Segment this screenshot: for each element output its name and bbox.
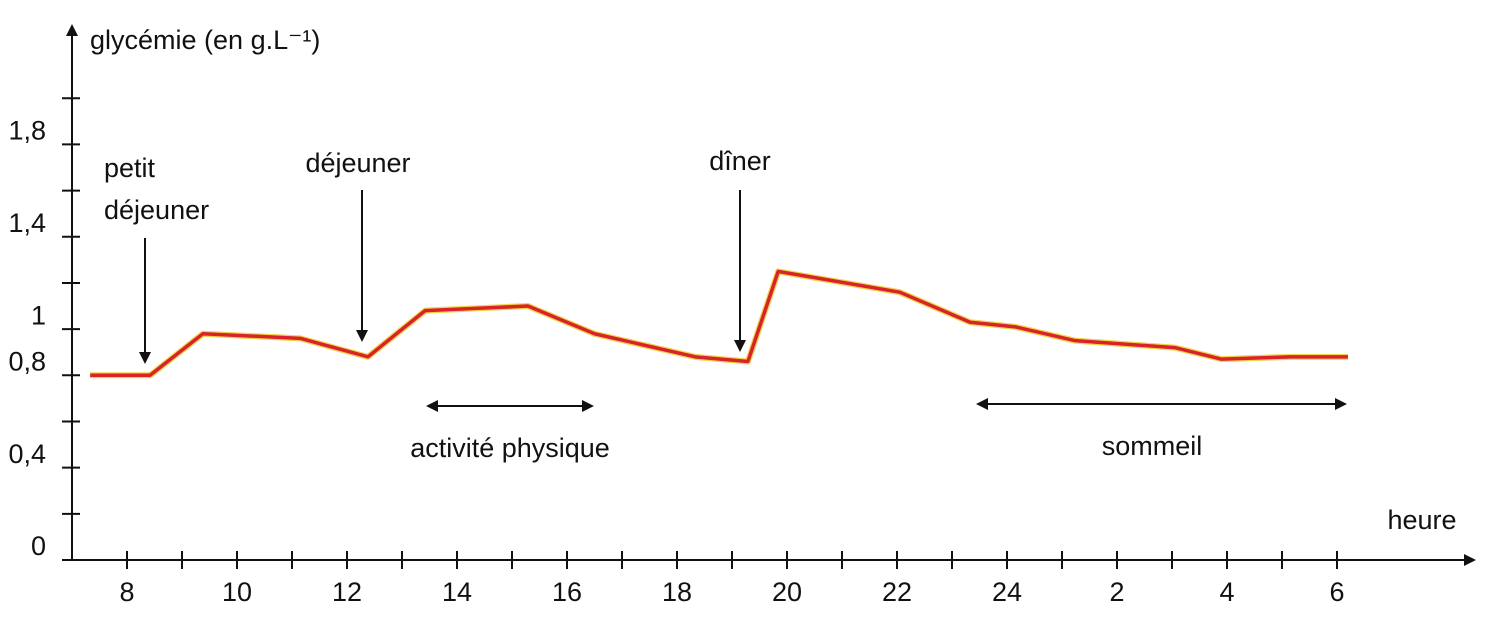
y-tick-label: 1 [31,300,46,330]
x-tick-label: 18 [662,577,692,607]
x-tick-label: 20 [772,577,802,607]
x-axis-label: heure [1387,505,1456,535]
x-tick-label: 12 [332,577,362,607]
x-tick-label: 4 [1219,577,1234,607]
y-tick-label: 0,4 [8,439,46,469]
x-tick-label: 8 [119,577,134,607]
annotation: activité physique [410,433,610,463]
annotation: petit [104,153,156,183]
y-tick-label: 0 [31,531,46,561]
x-tick-label: 14 [442,577,472,607]
x-tick-label: 22 [882,577,912,607]
y-tick-label: 1,4 [8,208,46,238]
annotation: dîner [709,146,771,176]
annotation: déjeuner [104,195,209,225]
line [90,269,1348,378]
x-tick-label: 2 [1109,577,1124,607]
y-tick-label: 0,8 [8,346,46,376]
y-tick-label: 1,8 [8,116,46,146]
annotation: déjeuner [305,148,410,178]
x-tick-label: 6 [1329,577,1344,607]
x-tick-label: 16 [552,577,582,607]
annotation: sommeil [1102,431,1203,461]
y-axis-label: glycémie (en g.L⁻¹) [90,25,320,55]
x-tick-label: 10 [222,577,252,607]
x-tick-label: 24 [992,577,1022,607]
